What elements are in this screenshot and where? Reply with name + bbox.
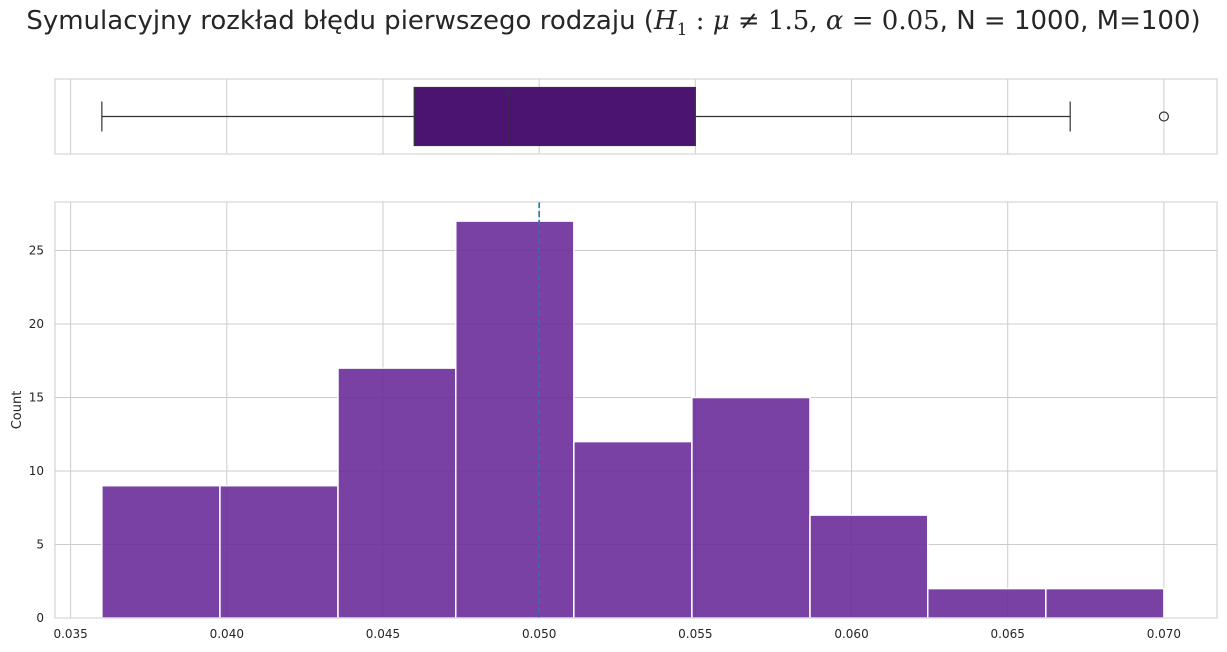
hist-xtick-label-1: 0.040 [210, 627, 244, 641]
title-mu0: 1.5 [768, 6, 810, 36]
box-iqr [413, 86, 696, 147]
hist-ytick-label-3: 15 [29, 391, 44, 405]
title-h-sub: 1 [676, 20, 688, 41]
hist-bar-0 [101, 484, 221, 619]
box-outlier-0 [1158, 111, 1169, 122]
hist-ytick-label-0: 0 [36, 611, 44, 625]
hist-xtick-label-0: 0.035 [53, 627, 87, 641]
hist-bar-5 [691, 396, 811, 619]
title-alpha-val: 0.05 [881, 6, 940, 36]
hist-bar-3 [455, 220, 575, 619]
hist-ytick-label-4: 20 [29, 317, 44, 331]
hist-ytick-label-2: 10 [29, 464, 44, 478]
chart-title: Symulacyjny rozkład błędu pierwszego rod… [0, 6, 1227, 40]
hist-ytick-label-1: 5 [36, 538, 44, 552]
hist-ytick-label-5: 25 [29, 244, 44, 258]
hist-xtick-label-5: 0.060 [834, 627, 868, 641]
box-panel-frame [54, 78, 1218, 155]
hist-panel-frame [54, 201, 1218, 619]
title-prefix: Symulacyjny rozkład błędu pierwszego rod… [26, 6, 654, 36]
hist-bar-1 [219, 484, 339, 619]
hist-xtick-label-3: 0.050 [522, 627, 556, 641]
title-alpha: α [825, 6, 844, 36]
hist-xtick-label-7: 0.070 [1147, 627, 1181, 641]
hist-bar-2 [337, 367, 457, 619]
title-colon: : [687, 6, 713, 36]
title-h: H [653, 6, 677, 36]
hist-xtick-label-6: 0.065 [991, 627, 1025, 641]
hist-bar-7 [926, 587, 1047, 619]
hist-bar-4 [573, 440, 693, 619]
hist-bar-6 [809, 514, 929, 619]
title-eq: = [843, 6, 882, 36]
hist-bar-8 [1045, 587, 1165, 619]
title-sep: , [809, 6, 826, 36]
boxplot-panel [54, 78, 1218, 155]
hist-ylabel: Count [10, 391, 25, 430]
title-neq: ≠ [729, 6, 768, 36]
histogram-panel: 0.035 0.040 0.045 0.050 0.055 0.060 0.065 0.070… [10, 201, 1218, 641]
hist-xtick-label-4: 0.055 [678, 627, 712, 641]
title-mu: μ [712, 6, 730, 36]
hist-xtick-label-2: 0.045 [366, 627, 400, 641]
title-suffix: , N = 1000, M=100) [939, 6, 1201, 36]
